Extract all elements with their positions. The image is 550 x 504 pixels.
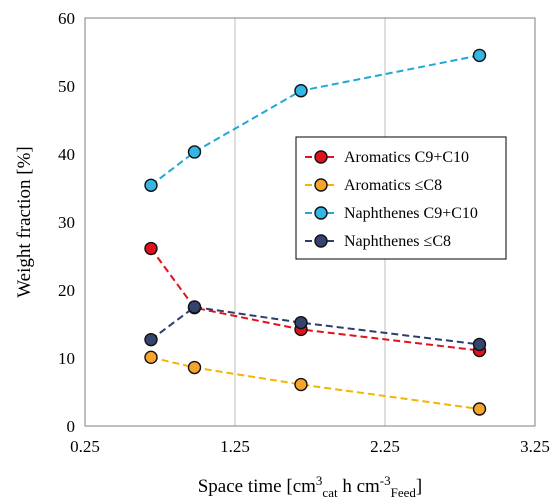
legend-marker bbox=[314, 150, 328, 164]
x-axis-title-sup2: -3 bbox=[380, 473, 391, 488]
legend-label: Naphthenes ≤C8 bbox=[344, 233, 451, 250]
x-axis-title-main: Space time [cm bbox=[198, 476, 316, 497]
x-axis-title-end: ] bbox=[416, 476, 422, 497]
data-point bbox=[187, 300, 202, 314]
x-tick-label: 0.25 bbox=[70, 437, 100, 456]
legend-marker bbox=[314, 178, 328, 192]
data-point bbox=[472, 48, 487, 63]
x-axis-title-sub: cat bbox=[322, 485, 338, 500]
legend-marker bbox=[314, 206, 328, 220]
legend-label: Naphthenes C9+C10 bbox=[344, 205, 478, 222]
series-2 bbox=[144, 48, 487, 192]
data-point bbox=[144, 178, 158, 192]
data-point bbox=[294, 377, 308, 392]
series-line bbox=[150, 305, 480, 346]
legend: Aromatics C9+C10 Aromatics ≤C8 Naphthenes … bbox=[295, 136, 507, 260]
series-group bbox=[144, 48, 487, 416]
data-point bbox=[187, 145, 202, 159]
data-point bbox=[144, 350, 158, 365]
x-tick-label: 3.25 bbox=[520, 437, 550, 456]
y-axis-title: Weight fraction [%] bbox=[14, 146, 35, 297]
data-point bbox=[472, 337, 487, 352]
y-tick-label: 50 bbox=[58, 77, 75, 96]
y-tick-label: 10 bbox=[58, 349, 75, 368]
plot-area-border bbox=[84, 17, 536, 427]
y-tick-label: 30 bbox=[58, 213, 75, 232]
y-tick-label: 40 bbox=[58, 145, 75, 164]
x-tick-label: 1.25 bbox=[220, 437, 250, 456]
data-point bbox=[294, 84, 308, 98]
x-tick-label: 2.25 bbox=[370, 437, 400, 456]
x-axis-title: Space time [cm3cat h cm-3Feed] bbox=[198, 473, 423, 500]
series-line bbox=[150, 356, 480, 410]
data-point bbox=[472, 402, 487, 416]
series-1 bbox=[144, 350, 487, 416]
legend-label: Aromatics ≤C8 bbox=[344, 177, 442, 194]
y-tick-labels: 0 10 20 30 40 50 60 bbox=[58, 9, 75, 436]
y-tick-label: 0 bbox=[67, 417, 76, 436]
legend-label: Aromatics C9+C10 bbox=[344, 149, 469, 166]
y-tick-label: 20 bbox=[58, 281, 75, 300]
x-axis-title-mid: h cm bbox=[338, 476, 380, 497]
data-point bbox=[187, 360, 202, 375]
data-point bbox=[294, 315, 308, 330]
legend-marker bbox=[314, 234, 328, 248]
series-line bbox=[150, 54, 480, 187]
series-line bbox=[150, 247, 480, 352]
x-axis-title-sub2: Feed bbox=[391, 485, 417, 500]
x-tick-labels: 0.25 1.25 2.25 3.25 bbox=[70, 437, 550, 456]
x-axis-title-sup: 3 bbox=[316, 473, 323, 488]
y-tick-label: 60 bbox=[58, 9, 75, 28]
data-point bbox=[144, 241, 158, 256]
series-0 bbox=[144, 241, 487, 358]
series-3 bbox=[144, 300, 487, 352]
data-point bbox=[144, 332, 158, 347]
